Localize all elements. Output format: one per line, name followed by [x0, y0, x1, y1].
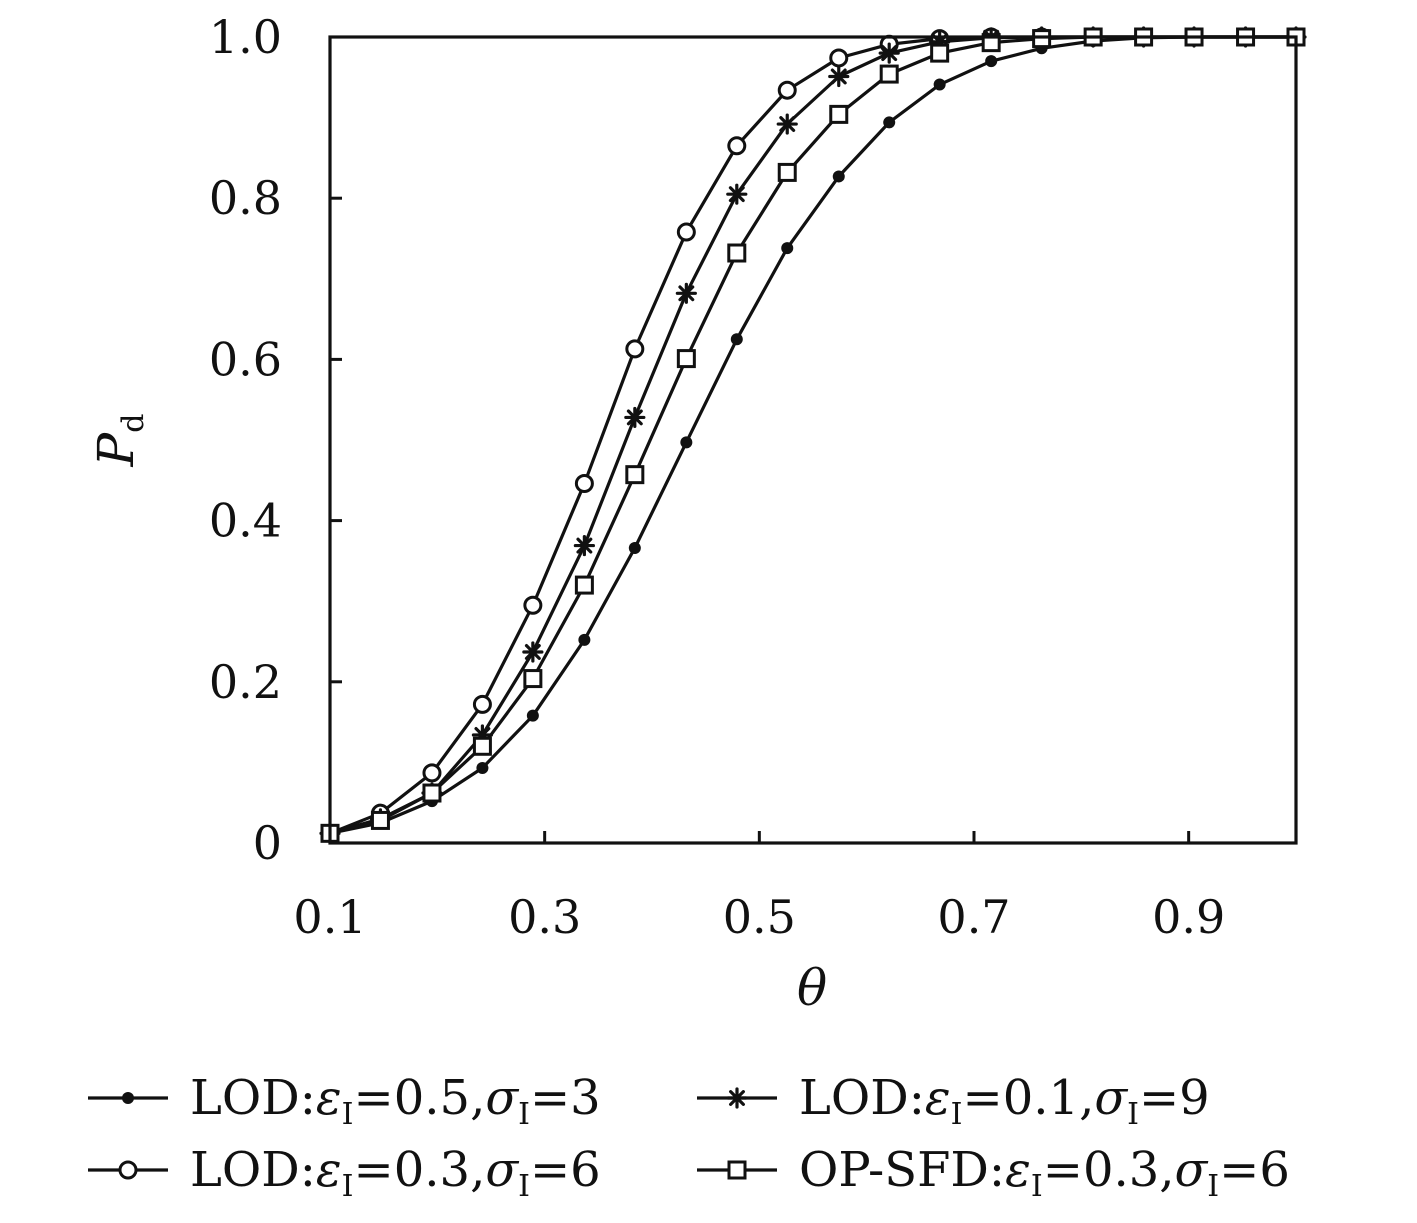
series-2 — [320, 27, 1306, 843]
series-1-point — [985, 55, 998, 68]
legend-label: LOD:εI=0.5,σI=3 — [190, 1070, 601, 1132]
legend-entry-4: OP-SFD:εI=0.3,σI=6 — [697, 1142, 1290, 1204]
series-4-point — [879, 64, 899, 84]
series-1-point — [730, 333, 743, 346]
series-3-point — [828, 65, 850, 88]
plot-frame — [328, 35, 1298, 845]
legend-marker — [727, 1160, 747, 1180]
legend-label: LOD:εI=0.3,σI=6 — [190, 1142, 601, 1204]
x-tick-label: 0.7 — [937, 890, 1010, 944]
y-axis-label: Pd — [87, 414, 151, 468]
series-1-point — [476, 762, 489, 775]
legend-entry-3: LOD:εI=0.1,σI=9 — [697, 1070, 1210, 1132]
series-1-point — [781, 242, 794, 255]
x-axis-label: θ — [797, 959, 827, 1017]
legend-entry-1: LOD:εI=0.5,σI=3 — [88, 1070, 601, 1132]
y-tick-label: 0.8 — [209, 171, 282, 225]
series-2-point — [829, 48, 849, 68]
series-1-point — [933, 78, 946, 91]
series-3-point — [776, 113, 798, 135]
series-2-point — [472, 694, 492, 714]
series-4-point — [1032, 29, 1052, 49]
legend-label: OP-SFD:εI=0.3,σI=6 — [799, 1142, 1290, 1204]
series-4-point — [422, 783, 442, 803]
series-4-point — [727, 243, 747, 263]
axes: 0.1 0.3 0.5 0.7 0.9 0 0.2 0.4 0.6 0.8 1.0 θ Pd — [87, 10, 1298, 1017]
x-tick-label: 0.3 — [508, 890, 581, 944]
series-3-point — [624, 406, 646, 429]
series-2-point — [422, 763, 442, 783]
series-4-point — [472, 736, 492, 756]
series-1-point — [578, 633, 591, 646]
series-1-point — [680, 436, 693, 449]
series-1-point — [628, 542, 641, 555]
series-2-point — [676, 222, 696, 242]
plot-area — [319, 26, 1307, 844]
series-2-line — [329, 35, 1296, 835]
series-4-point — [574, 575, 594, 595]
series-1-point — [526, 709, 539, 722]
series-3-point — [573, 534, 595, 557]
y-tick-label: 0 — [253, 816, 282, 870]
series-4-point — [625, 465, 645, 485]
x-tick-label: 0.5 — [723, 890, 796, 944]
series-3-point — [675, 282, 697, 304]
series-3-point — [522, 641, 544, 663]
series-2-point — [625, 339, 645, 359]
legend-label: LOD:εI=0.1,σI=9 — [799, 1070, 1210, 1132]
series-2-point — [523, 595, 543, 615]
legend-marker — [118, 1160, 138, 1180]
series-1-point — [832, 170, 845, 183]
x-tick-label: 0.9 — [1152, 890, 1225, 944]
series-3-point — [878, 42, 900, 64]
series-4-point — [930, 43, 950, 63]
y-tick-label: 0.6 — [209, 332, 282, 386]
y-tick-label: 0.4 — [209, 494, 282, 548]
series-4-point — [523, 669, 543, 689]
series-2-point — [727, 136, 747, 156]
series-4-point — [829, 104, 849, 124]
legend-entry-2: LOD:εI=0.3,σI=6 — [88, 1142, 601, 1204]
series-1-point — [883, 116, 896, 129]
series-4-point — [777, 162, 797, 182]
series-4-point — [676, 349, 696, 369]
series-4 — [320, 27, 1306, 843]
y-tick-label: 1.0 — [209, 10, 282, 64]
series-2-point — [574, 474, 594, 494]
legend-marker — [726, 1087, 748, 1109]
series-3-point — [726, 183, 748, 205]
series-3 — [319, 26, 1307, 844]
x-tick-label: 0.1 — [293, 890, 366, 944]
series-4-point — [981, 33, 1001, 53]
y-tick-label: 0.2 — [209, 655, 282, 709]
series-4-point — [370, 810, 390, 830]
legend: LOD:εI=0.5,σI=3 LOD:εI=0.3,σI=6 LOD:εI=0.1… — [88, 1070, 1290, 1204]
legend-marker — [122, 1092, 134, 1104]
series-2-point — [777, 80, 797, 100]
